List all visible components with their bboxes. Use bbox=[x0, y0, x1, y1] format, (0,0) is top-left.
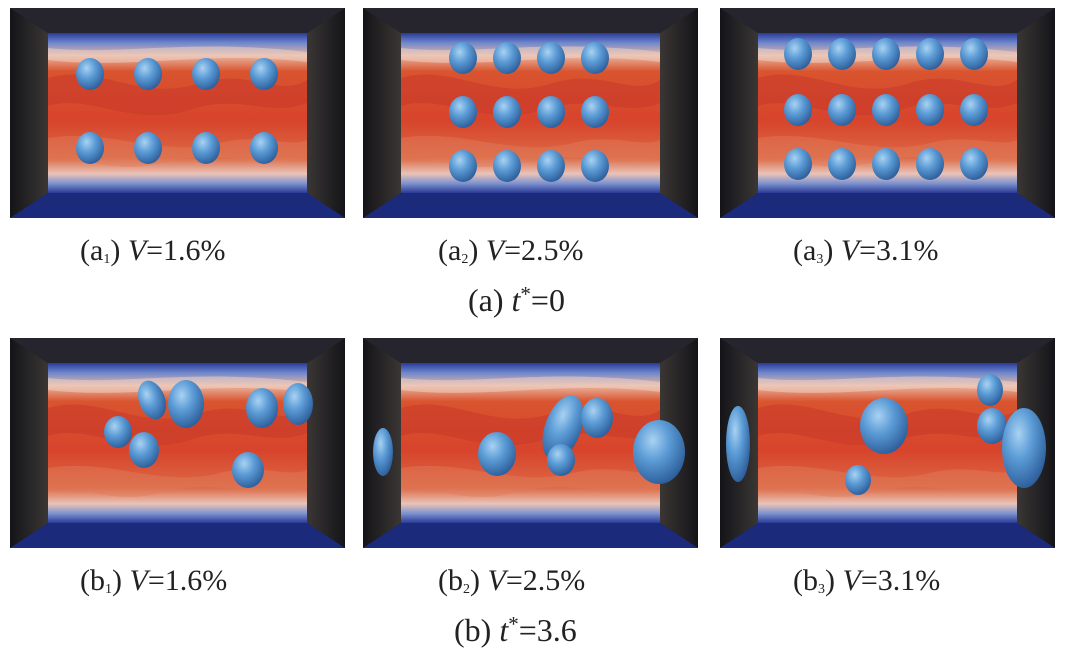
caption-a2: (a2) V=2.5% bbox=[438, 234, 584, 267]
caption-a1: (a1) V=1.6% bbox=[80, 234, 226, 267]
panel-b2-image bbox=[363, 338, 698, 548]
panel-b3-image bbox=[720, 338, 1055, 548]
caption-b2: (b2) V=2.5% bbox=[438, 564, 586, 597]
panel-a1-image bbox=[10, 8, 345, 218]
row-b-label: (b) t*=3.6 bbox=[454, 612, 577, 648]
caption-b3: (b3) V=3.1% bbox=[793, 564, 941, 597]
caption-b1: (b1) V=1.6% bbox=[80, 564, 228, 597]
caption-a3: (a3) V=3.1% bbox=[793, 234, 939, 267]
panel-a3-image bbox=[720, 8, 1055, 218]
panel-a2-image bbox=[363, 8, 698, 218]
panel-b1-image bbox=[10, 338, 345, 548]
row-a-label: (a) t*=0 bbox=[468, 282, 565, 318]
